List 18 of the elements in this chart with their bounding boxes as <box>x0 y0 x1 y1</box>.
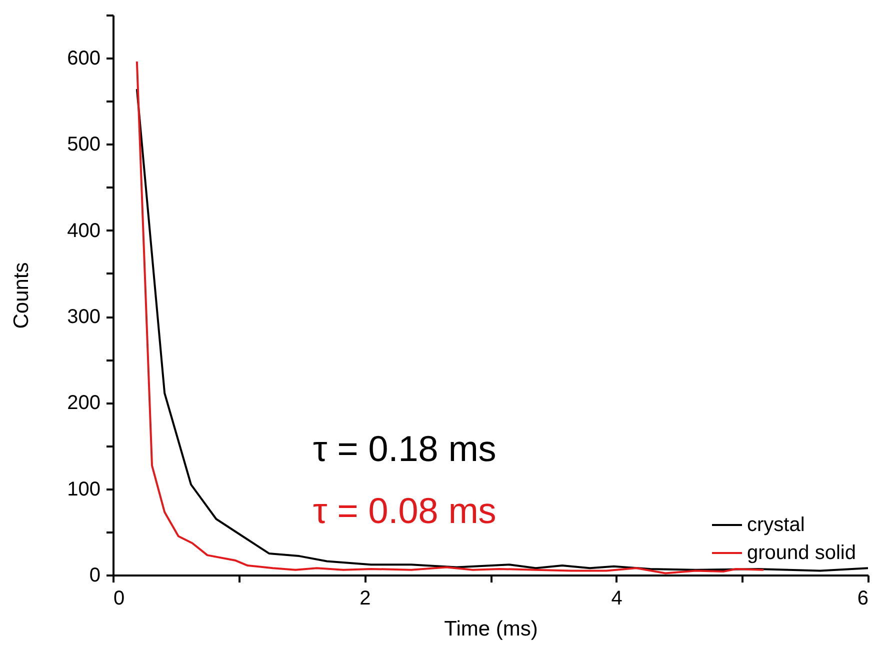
line-series <box>136 88 869 572</box>
annotation: τ = 0.18 ms <box>313 428 496 469</box>
y-tick-label: 500 <box>67 134 100 156</box>
x-tick-label: 4 <box>611 588 622 610</box>
y-axis-title: Counts <box>10 262 34 329</box>
legend-label: crystal <box>747 514 805 536</box>
x-tick-label: 2 <box>360 588 371 610</box>
x-axis-title: Time (ms) <box>444 618 538 640</box>
y-tick-label: 200 <box>67 392 100 414</box>
legend-label: ground solid <box>747 542 856 564</box>
y-tick-label: 400 <box>67 220 100 242</box>
x-tick-label: 6 <box>857 588 868 610</box>
annotation: τ = 0.08 ms <box>313 490 496 531</box>
x-tick-label: 0 <box>114 588 125 610</box>
y-tick-label: 100 <box>67 478 100 500</box>
y-tick-label: 600 <box>67 48 100 70</box>
y-tick-label: 0 <box>89 564 100 586</box>
y-tick-label: 300 <box>67 306 100 328</box>
